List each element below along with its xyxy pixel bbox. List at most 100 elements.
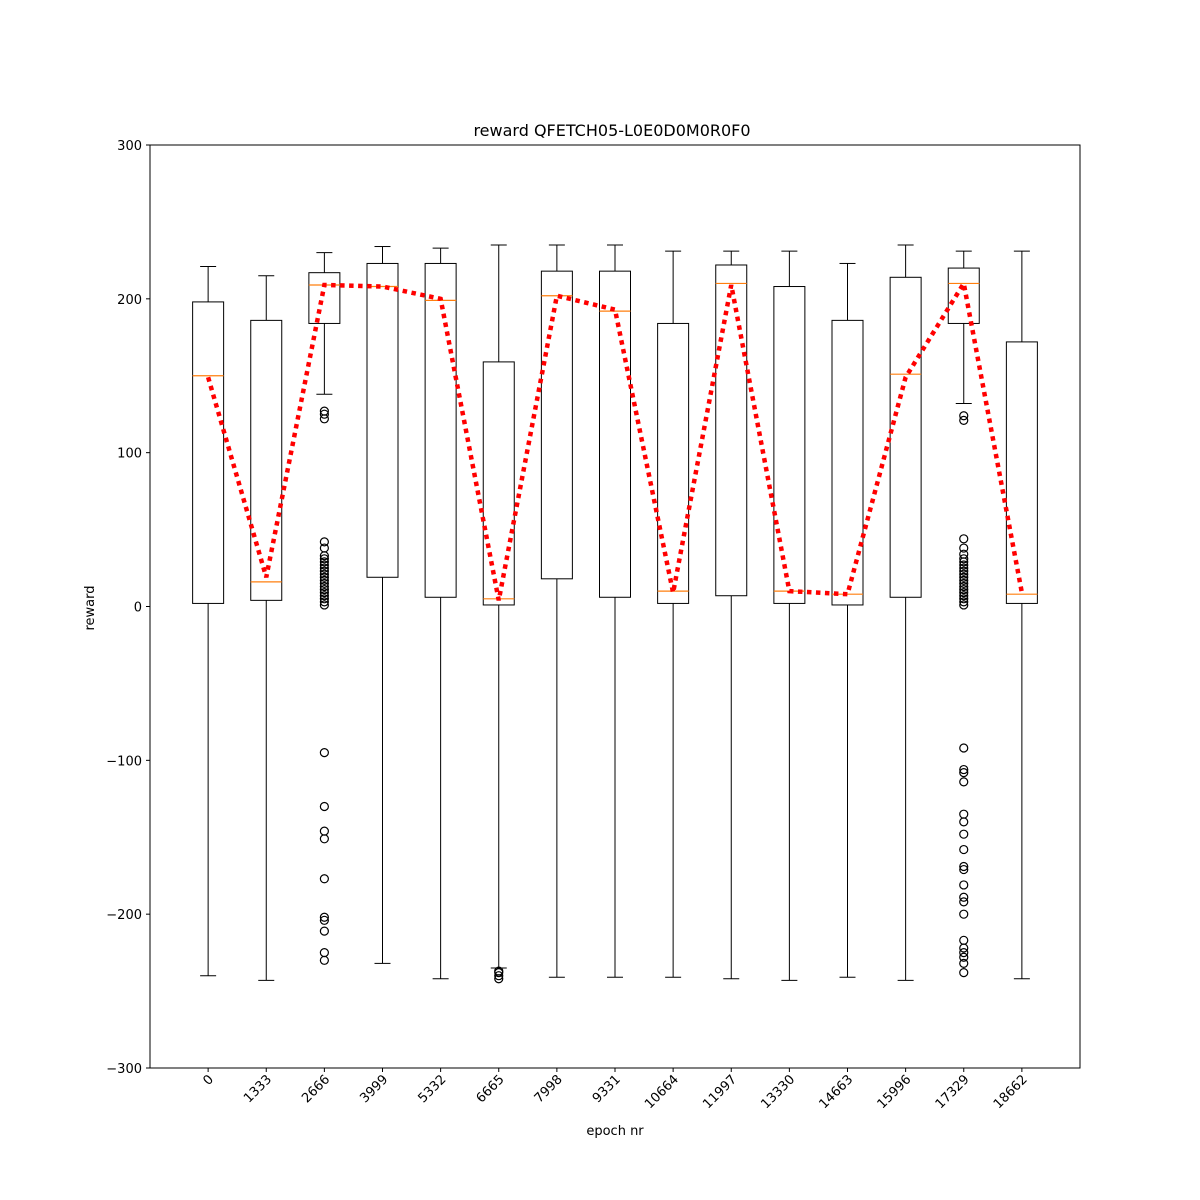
- outlier-point: [959, 864, 969, 875]
- outlier-point: [319, 578, 329, 589]
- y-tick-label: −200: [106, 908, 142, 923]
- box-group: [831, 262, 864, 978]
- outlier-point: [319, 557, 329, 567]
- y-tick-label: −300: [106, 1062, 142, 1077]
- outlier-point: [959, 958, 969, 968]
- box-group: [599, 244, 631, 978]
- box-group: [540, 244, 573, 978]
- outlier-point: [959, 844, 969, 855]
- outlier-point: [319, 834, 329, 844]
- outlier-point: [319, 597, 329, 607]
- iqr-box: [308, 272, 341, 324]
- box-group: [482, 244, 515, 984]
- outlier-point: [319, 572, 329, 582]
- outlier-point: [494, 971, 504, 981]
- iqr-box: [773, 286, 806, 604]
- y-tick-label: 0: [134, 601, 142, 616]
- outlier-point: [319, 955, 329, 965]
- outlier-point: [959, 578, 969, 589]
- outlier-point: [959, 764, 969, 775]
- iqr-box: [599, 270, 631, 598]
- outlier-point: [959, 952, 969, 962]
- y-axis-label: reward: [83, 585, 98, 630]
- outlier-point: [319, 414, 329, 424]
- outlier-point: [959, 560, 969, 570]
- iqr-box: [540, 270, 573, 580]
- axes-frame: [149, 144, 1081, 1069]
- outlier-point: [959, 909, 969, 919]
- outlier-point: [959, 584, 969, 595]
- outlier-point: [959, 897, 969, 907]
- iqr-box: [250, 319, 283, 601]
- outlier-point: [319, 554, 329, 564]
- box-group: [250, 275, 283, 981]
- outlier-point: [959, 892, 969, 902]
- outlier-point: [319, 575, 329, 585]
- outlier-point: [959, 554, 969, 564]
- y-tick-label: 100: [117, 447, 142, 462]
- iqr-box: [889, 276, 922, 598]
- outlier-point: [959, 594, 969, 604]
- outlier-point: [959, 817, 969, 827]
- y-tick-label: 300: [117, 139, 142, 154]
- iqr-box: [482, 361, 515, 606]
- outlier-point: [319, 915, 329, 925]
- iqr-box: [831, 319, 864, 606]
- outlier-point: [319, 409, 329, 419]
- outlier-point: [494, 968, 504, 978]
- iqr-box: [192, 301, 225, 604]
- outlier-point: [959, 880, 969, 890]
- outlier-point: [319, 569, 329, 579]
- outlier-point: [959, 575, 969, 585]
- box-group: [657, 250, 690, 978]
- outlier-point: [959, 768, 969, 778]
- outlier-point: [319, 912, 329, 922]
- outlier-point: [959, 411, 969, 421]
- outlier-point: [959, 534, 969, 544]
- outlier-point: [959, 600, 969, 610]
- y-tick-label: −100: [106, 754, 142, 769]
- outlier-point: [959, 968, 969, 978]
- outlier-point: [959, 829, 969, 839]
- outlier-point: [319, 874, 329, 884]
- outlier-point: [319, 801, 329, 812]
- outlier-point: [959, 597, 969, 607]
- outlier-point: [319, 600, 329, 610]
- box-group: [192, 266, 225, 977]
- x-axis-label: epoch nr: [586, 1124, 644, 1139]
- iqr-box: [1005, 341, 1038, 604]
- outlier-point: [959, 591, 969, 601]
- outlier-point: [959, 543, 969, 553]
- outlier-point: [319, 591, 329, 601]
- outlier-point: [959, 572, 969, 582]
- mean-dotted-line: [205, 277, 1025, 601]
- outlier-point: [959, 777, 969, 787]
- box-group: [1005, 250, 1038, 980]
- outlier-point: [319, 537, 329, 547]
- outlier-point: [319, 581, 329, 592]
- outlier-point: [959, 563, 969, 573]
- outlier-point: [319, 551, 329, 561]
- box-group: [773, 250, 806, 981]
- box-group: [424, 247, 457, 980]
- iqr-box: [424, 262, 457, 598]
- outlier-point: [319, 748, 329, 758]
- outlier-point: [319, 566, 329, 576]
- outlier-point: [959, 581, 969, 592]
- iqr-box: [947, 267, 980, 324]
- chart-title: reward QFETCH05-L0E0D0M0R0F0: [473, 121, 750, 140]
- outlier-point: [319, 588, 329, 598]
- outlier-point: [959, 861, 969, 872]
- iqr-box: [657, 322, 690, 604]
- outlier-point: [959, 588, 969, 598]
- outlier-point: [319, 563, 329, 573]
- outlier-point: [959, 743, 969, 753]
- outlier-point: [959, 569, 969, 579]
- iqr-box: [366, 262, 399, 578]
- box-group: [715, 250, 748, 980]
- iqr-box: [715, 264, 748, 597]
- outlier-point: [959, 943, 969, 953]
- outlier-point: [959, 566, 969, 576]
